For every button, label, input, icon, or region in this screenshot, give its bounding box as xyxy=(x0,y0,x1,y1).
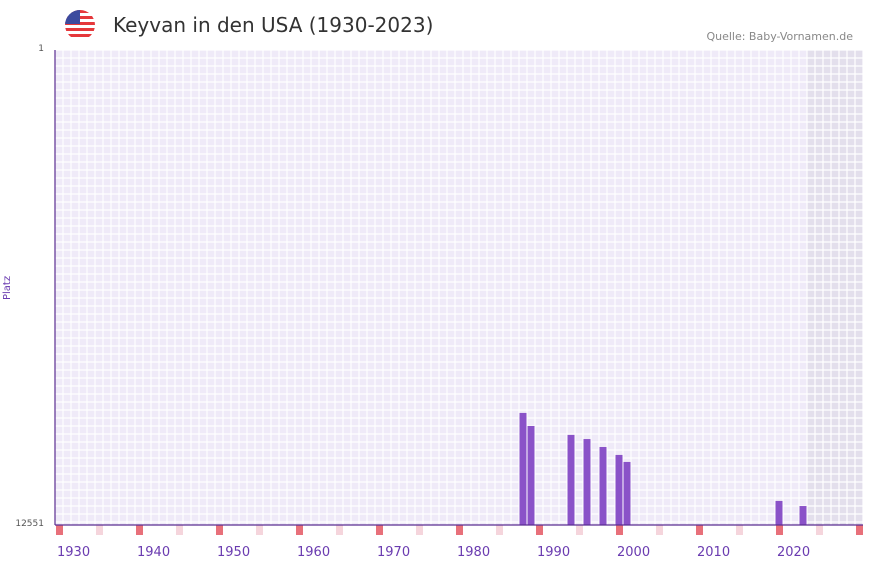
bar-1989 xyxy=(527,425,535,525)
year-marker-1955 xyxy=(256,525,263,535)
bar-2001 xyxy=(623,461,631,525)
year-marker-1950 xyxy=(216,525,223,535)
x-tick-label: 1960 xyxy=(297,545,330,560)
bar-2000 xyxy=(615,454,623,525)
year-marker-1985 xyxy=(496,525,503,535)
year-marker-1975 xyxy=(416,525,423,535)
y-tick-bottom: 12551 xyxy=(15,519,44,529)
year-marker-2025 xyxy=(816,525,823,535)
year-marker-2020 xyxy=(776,525,783,535)
x-tick-label: 1950 xyxy=(217,545,250,560)
us-flag-icon xyxy=(65,10,95,40)
x-tick-label: 1930 xyxy=(57,545,90,560)
x-tick-label: 1990 xyxy=(537,545,570,560)
year-marker-2010 xyxy=(696,525,703,535)
year-marker-1960 xyxy=(296,525,303,535)
bar-1994 xyxy=(567,434,575,525)
year-marker-1990 xyxy=(536,525,543,535)
x-tick-label: 2020 xyxy=(777,545,810,560)
year-marker-2005 xyxy=(656,525,663,535)
year-marker-1995 xyxy=(576,525,583,535)
year-marker-1935 xyxy=(96,525,103,535)
year-marker-1980 xyxy=(456,525,463,535)
bar-2023 xyxy=(799,506,807,525)
x-tick-label: 1970 xyxy=(377,545,410,560)
year-marker-2030 xyxy=(856,525,863,535)
year-marker-1945 xyxy=(176,525,183,535)
y-tick-top: 1 xyxy=(38,44,44,54)
year-marker-1965 xyxy=(336,525,343,535)
year-marker-1970 xyxy=(376,525,383,535)
bar-1998 xyxy=(599,446,607,525)
chart-title: Keyvan in den USA (1930-2023) xyxy=(113,13,434,37)
x-tick-label: 1980 xyxy=(457,545,490,560)
year-marker-2000 xyxy=(616,525,623,535)
year-marker-2015 xyxy=(736,525,743,535)
bar-1996 xyxy=(583,439,591,525)
x-tick-label: 2010 xyxy=(697,545,730,560)
source-label: Quelle: Baby-Vornamen.de xyxy=(706,30,853,43)
year-marker-1930 xyxy=(56,525,63,535)
year-marker-1940 xyxy=(136,525,143,535)
x-tick-label: 1940 xyxy=(137,545,170,560)
plot-background xyxy=(55,50,863,525)
x-tick-label: 2000 xyxy=(617,545,650,560)
bar-1988 xyxy=(519,412,527,525)
future-region xyxy=(807,50,863,525)
bar-2020 xyxy=(775,500,783,525)
